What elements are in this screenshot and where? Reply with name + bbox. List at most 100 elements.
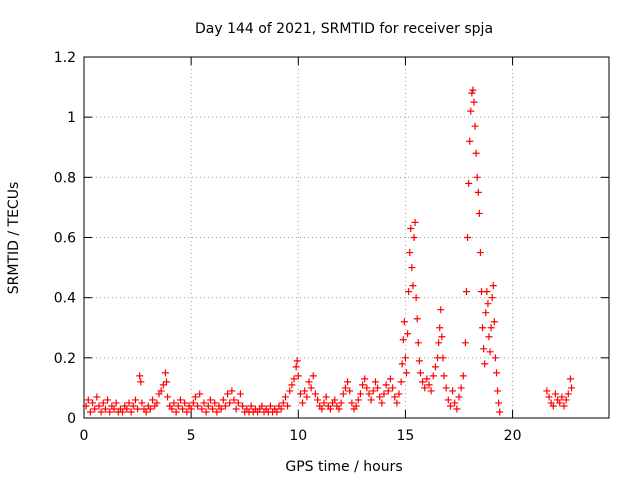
data-point	[93, 393, 101, 401]
chart-title: Day 144 of 2021, SRMTID for receiver spj…	[195, 21, 493, 37]
data-point	[110, 405, 118, 413]
y-tick-label: 0.6	[54, 231, 76, 247]
data-point	[303, 393, 311, 401]
data-point	[442, 384, 450, 392]
data-point	[473, 173, 481, 181]
data-point	[361, 375, 369, 383]
data-point	[301, 387, 309, 395]
data-point	[299, 399, 307, 407]
data-point	[138, 399, 146, 407]
data-point	[95, 402, 103, 410]
data-point	[411, 218, 419, 226]
data-point	[322, 393, 330, 401]
data-point	[374, 384, 382, 392]
data-point	[318, 405, 326, 413]
data-point	[363, 384, 371, 392]
data-point	[488, 294, 496, 302]
data-point	[239, 402, 247, 410]
data-point	[543, 387, 551, 395]
data-point	[398, 360, 406, 368]
data-point	[495, 399, 503, 407]
data-point	[414, 339, 422, 347]
data-point	[425, 381, 433, 389]
data-point	[286, 387, 294, 395]
data-point	[439, 354, 447, 362]
data-point	[451, 399, 459, 407]
data-point	[416, 369, 424, 377]
data-point	[189, 399, 197, 407]
data-point	[367, 396, 375, 404]
data-point	[483, 288, 491, 296]
data-point	[545, 393, 553, 401]
data-point	[309, 372, 317, 380]
data-point	[228, 387, 236, 395]
data-point	[104, 396, 112, 404]
data-point	[484, 300, 492, 308]
data-point	[405, 288, 413, 296]
y-axis-label: SRMTID / TECUs	[6, 182, 22, 295]
data-point	[311, 390, 319, 398]
data-point	[489, 282, 497, 290]
x-tick-label: 20	[504, 428, 522, 444]
data-point	[131, 396, 139, 404]
data-point	[293, 357, 301, 365]
data-point	[410, 234, 418, 241]
data-point	[461, 339, 469, 347]
data-point	[486, 348, 494, 356]
data-point	[465, 179, 473, 187]
axis-ticks: 0 0.2 0.4 0.6 0.8 1 1.2 0 5 10 15 20	[54, 50, 609, 444]
data-point	[226, 399, 234, 407]
data-points	[82, 86, 575, 416]
y-tick-label: 0	[67, 411, 76, 427]
data-point	[560, 402, 568, 410]
data-point	[413, 315, 421, 323]
data-point	[174, 402, 182, 410]
y-tick-label: 0.4	[54, 291, 76, 307]
data-point	[266, 402, 274, 410]
data-point	[568, 384, 575, 392]
data-point	[409, 282, 417, 290]
data-point	[204, 402, 212, 410]
data-point	[320, 399, 328, 407]
data-point	[493, 369, 500, 377]
data-point	[284, 402, 292, 410]
data-point	[157, 387, 165, 395]
y-tick-label: 1	[67, 110, 76, 126]
data-point	[459, 372, 467, 380]
data-point	[356, 390, 364, 398]
data-point	[562, 396, 570, 404]
data-point	[341, 384, 349, 392]
data-point	[206, 396, 214, 404]
data-point	[125, 399, 133, 407]
data-point	[136, 372, 144, 380]
data-point	[290, 375, 298, 383]
data-point	[472, 149, 480, 157]
data-point	[474, 188, 482, 196]
data-point	[331, 396, 339, 404]
data-point	[479, 324, 487, 332]
x-tick-label: 15	[397, 428, 415, 444]
data-point	[258, 402, 266, 410]
data-point	[455, 393, 463, 401]
data-point	[446, 402, 454, 410]
data-point	[172, 408, 180, 416]
data-point	[449, 387, 457, 395]
data-point	[101, 405, 109, 413]
y-tick-label: 0.8	[54, 170, 76, 186]
data-point	[194, 402, 202, 410]
data-point	[142, 408, 150, 416]
data-point	[232, 405, 240, 413]
data-point	[412, 294, 420, 302]
data-point	[305, 378, 313, 386]
data-point	[480, 345, 488, 353]
data-point	[435, 339, 443, 347]
data-point	[209, 405, 217, 413]
data-point	[106, 408, 114, 416]
data-point	[288, 381, 296, 389]
data-point	[277, 405, 285, 413]
data-point	[217, 405, 225, 413]
data-point	[314, 396, 322, 404]
data-point	[401, 354, 409, 362]
data-point	[230, 396, 238, 404]
data-point	[89, 399, 97, 407]
